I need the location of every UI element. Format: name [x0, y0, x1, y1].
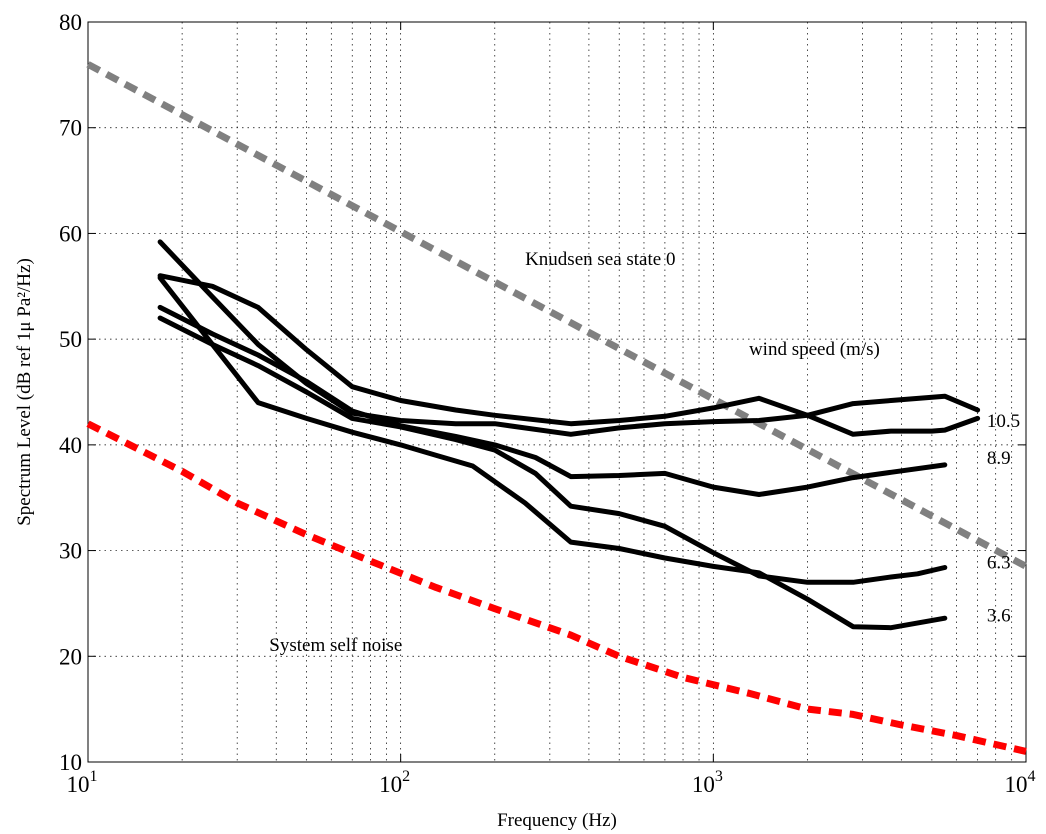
y-axis-label: Spectrum Level (dB ref 1μ Pa²/Hz): [14, 258, 35, 526]
x-axis-label: Frequency (Hz): [497, 810, 617, 831]
dashed-reference-line-0: [86, 61, 1028, 570]
x-tick-label: 101: [67, 768, 98, 797]
y-tick-label: 20: [59, 644, 82, 669]
noise-spectrum-line-6: [157, 275, 948, 631]
x-tick-label: 103: [692, 768, 723, 797]
annotation-label: 6.3: [987, 553, 1011, 574]
x-tick-label: 104: [1005, 768, 1036, 797]
y-tick-label: 10: [59, 750, 82, 775]
noise-spectrum-line-2: [157, 273, 981, 437]
y-tick-label: 40: [59, 433, 82, 458]
annotation-label: 10.5: [987, 411, 1020, 432]
dashed-reference-line-1: [86, 420, 1027, 755]
y-tick-label: 80: [59, 10, 82, 35]
noise-spectrum-line-4: [157, 304, 948, 497]
annotation-label: 8.9: [987, 448, 1011, 469]
axis-ticks: 10 20 30 40 50 60 70 80 101 102 103 104: [59, 10, 1036, 797]
y-tick-label: 50: [59, 327, 82, 352]
y-tick-label: 70: [59, 116, 82, 141]
annotation-label: wind speed (m/s): [749, 339, 880, 360]
annotation-label: System self noise: [269, 635, 402, 656]
y-tick-label: 30: [59, 539, 82, 564]
grid: [88, 22, 1026, 762]
series-lines: [86, 61, 1028, 755]
annotation-label: Knudsen sea state 0: [525, 249, 675, 270]
y-tick-label: 60: [59, 221, 82, 246]
x-tick-label: 102: [379, 768, 410, 797]
plot-frame: [87, 21, 1027, 763]
annotation-label: 3.6: [987, 605, 1011, 626]
annotations: Knudsen sea state 0 wind speed (m/s) 10.5 8…: [269, 249, 1020, 656]
noise-spectrum-line-5: [157, 315, 948, 585]
